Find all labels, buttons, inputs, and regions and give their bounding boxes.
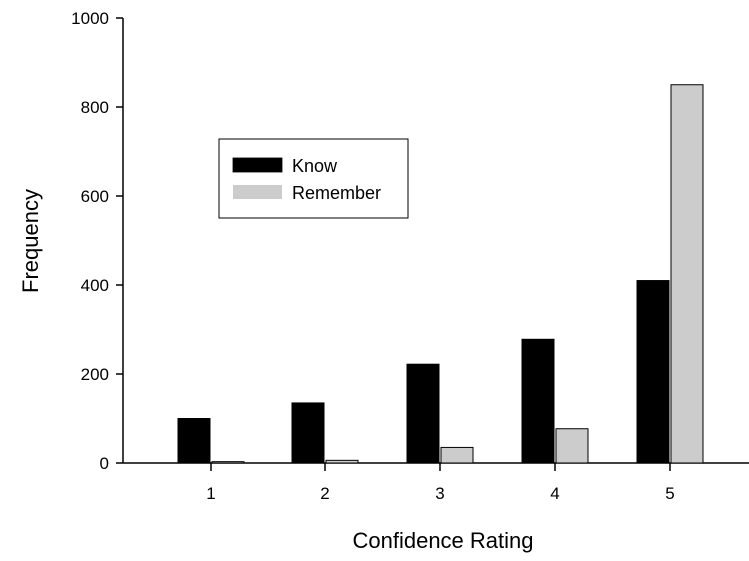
bar-know-3 (406, 363, 440, 464)
x-tick-label: 5 (665, 484, 674, 503)
x-tick-label: 3 (435, 484, 444, 503)
y-tick-label: 200 (81, 365, 109, 384)
legend-swatch-remember (233, 185, 282, 199)
bar-remember-1 (211, 461, 245, 464)
y-tick-label: 800 (81, 98, 109, 117)
x-tick-label: 1 (206, 484, 215, 503)
bar-remember-4 (555, 428, 589, 464)
bar-remember-3 (440, 446, 474, 464)
x-tick-label: 4 (550, 484, 559, 503)
legend: Know Remember (218, 138, 409, 219)
y-tick-label: 600 (81, 187, 109, 206)
bar-know-5 (636, 280, 670, 464)
bar-know-2 (291, 402, 325, 464)
bar-know-1 (177, 418, 211, 464)
bar-remember-5 (670, 84, 704, 464)
legend-label-know: Know (292, 156, 338, 176)
legend-swatch-know (232, 157, 283, 173)
y-axis-title: Frequency (18, 189, 43, 293)
bar-know-4 (521, 338, 555, 464)
legend-label-remember: Remember (292, 183, 381, 203)
y-axis-ticks: 0 200 400 600 800 1000 (71, 9, 123, 473)
x-axis-ticks: 1 2 3 4 5 (206, 463, 675, 503)
x-tick-label: 2 (320, 484, 329, 503)
bars (177, 84, 704, 464)
x-axis-title: Confidence Rating (352, 528, 533, 553)
y-tick-label: 1000 (71, 9, 109, 28)
legend-box (218, 138, 409, 219)
y-tick-label: 400 (81, 276, 109, 295)
y-tick-label: 0 (100, 454, 109, 473)
bar-remember-2 (325, 459, 359, 464)
